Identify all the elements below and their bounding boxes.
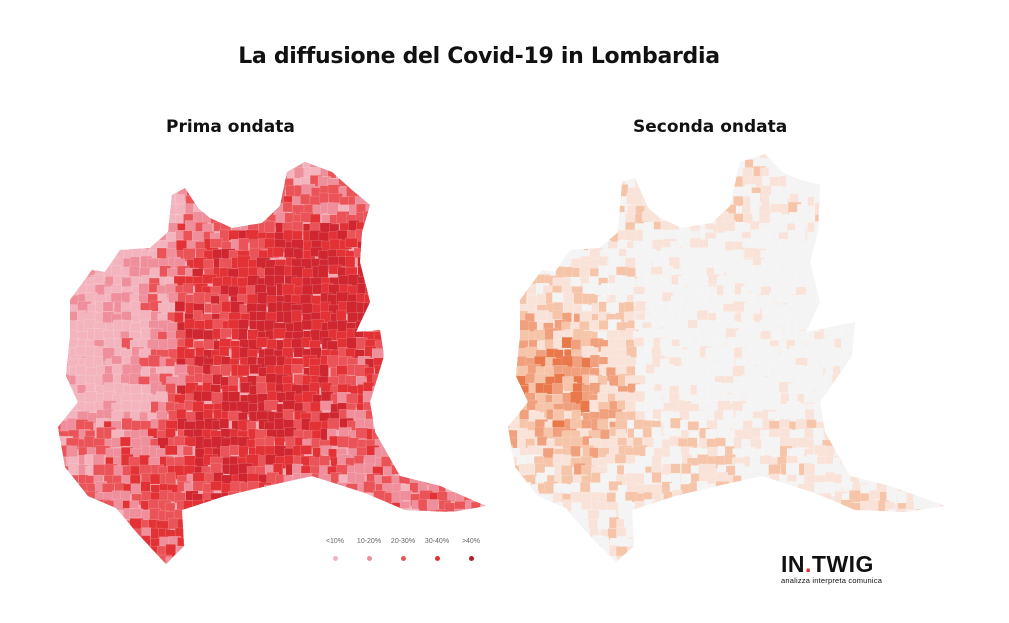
legend-swatch bbox=[400, 556, 406, 561]
logo-tagline: analizza interpreta comunica bbox=[781, 576, 883, 585]
map-second-wave bbox=[508, 154, 945, 562]
map-title-first-wave: Prima ondata bbox=[166, 117, 295, 137]
map-title-second-wave: Seconda ondata bbox=[633, 117, 788, 137]
logo-wordmark: IN.TWIG bbox=[781, 551, 874, 577]
legend-item: <10% bbox=[322, 538, 348, 561]
intwig-logo: IN.TWIG analizza interpreta comunica bbox=[781, 552, 882, 585]
chart-title: La diffusione del Covid-19 in Lombardia bbox=[238, 44, 720, 69]
legend-item: 10-20% bbox=[356, 538, 382, 561]
legend-swatch bbox=[332, 556, 338, 561]
legend-item: 30-40% bbox=[424, 538, 450, 561]
legend-label: <10% bbox=[325, 538, 345, 545]
map-legend: <10% 10-20% 20-30% 30-40% >40% bbox=[322, 538, 484, 561]
legend-label: 10-20% bbox=[356, 538, 382, 545]
legend-item: 20-30% bbox=[390, 538, 416, 561]
legend-swatch bbox=[366, 556, 372, 561]
legend-swatch bbox=[468, 556, 474, 561]
map-first-wave bbox=[58, 162, 486, 564]
legend-item: >40% bbox=[458, 538, 484, 561]
legend-label: >40% bbox=[461, 538, 481, 545]
legend-label: 20-30% bbox=[390, 538, 416, 545]
legend-swatch bbox=[434, 556, 440, 561]
legend-label: 30-40% bbox=[424, 538, 450, 545]
